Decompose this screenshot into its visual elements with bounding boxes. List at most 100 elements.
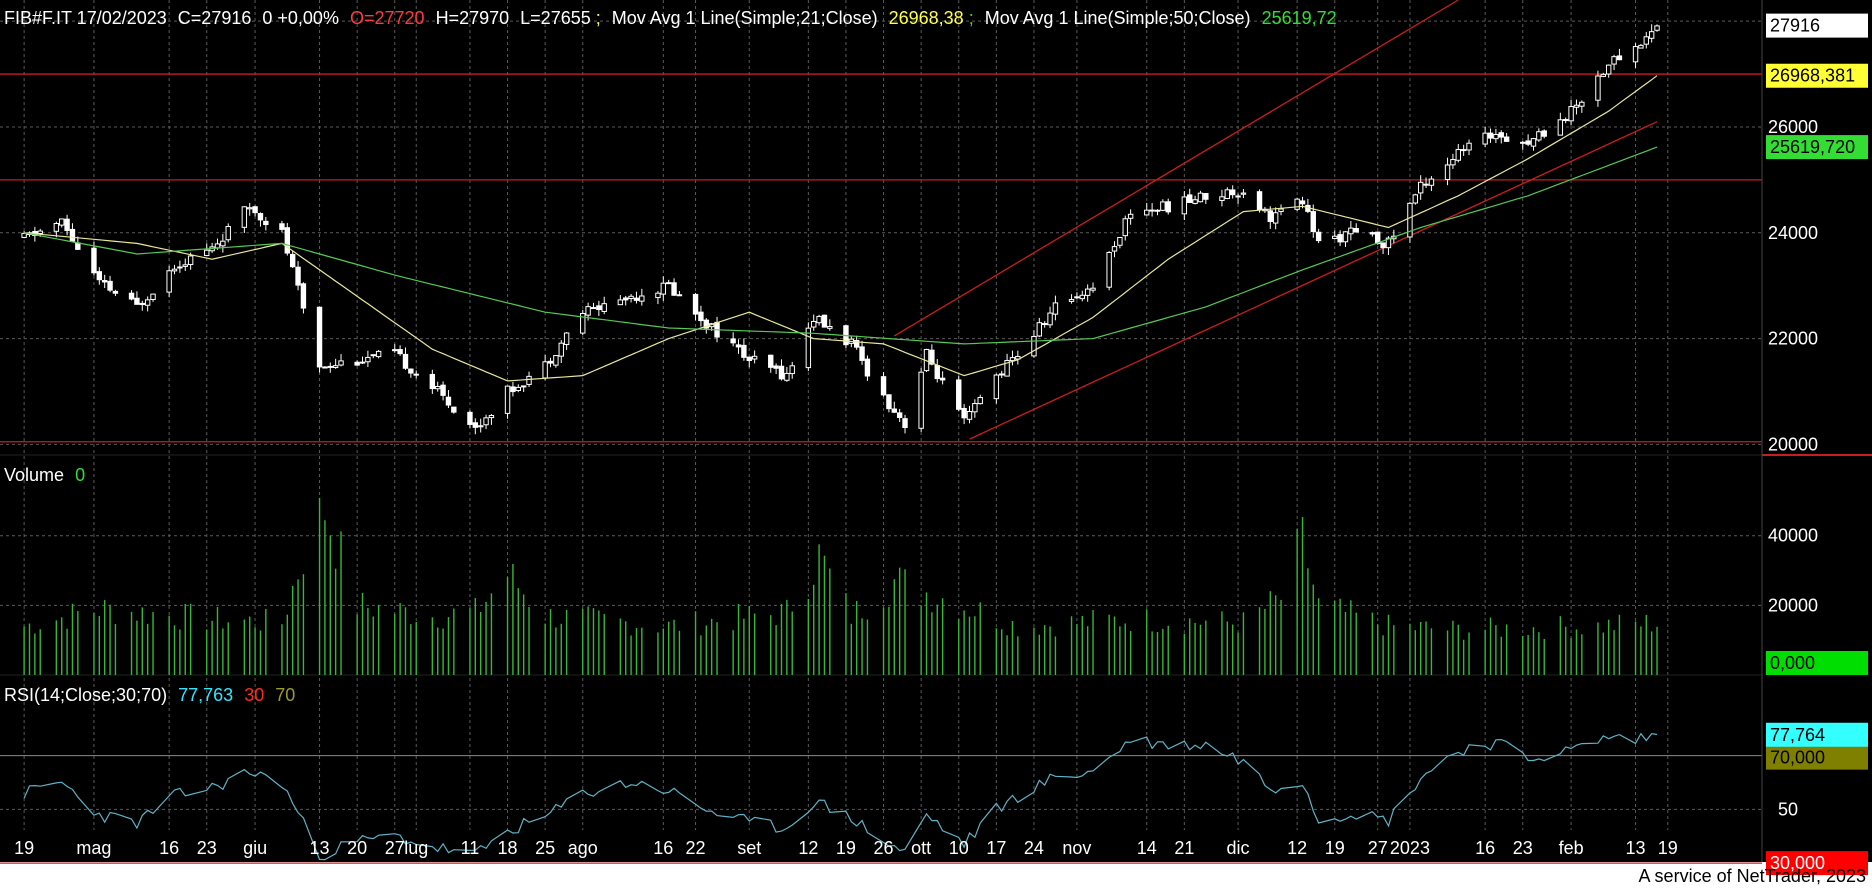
candle-body [1498,132,1504,138]
x-tick-label: 16 [1475,838,1495,858]
x-tick-label: 25 [535,838,555,858]
candle-body [1563,119,1569,122]
candle-body [75,242,81,250]
candle-body [1385,237,1392,249]
candle-body [977,396,983,405]
candle-body [961,407,967,419]
candle-body [665,282,672,285]
candle-body [1605,64,1612,75]
candle-body [526,375,532,385]
candle-body [1219,196,1225,201]
candle-body [187,255,194,266]
candle-body [1031,335,1037,357]
rsi-30-tag: 30,000 [1770,853,1825,873]
x-tick-label: giu [243,838,267,858]
candle-body [1466,142,1472,151]
candle-body [741,344,747,358]
candle-body [1084,288,1091,296]
candle-body [1267,210,1273,223]
x-tick-label: 27 [385,838,405,858]
candle-body [784,372,790,381]
candle-body [472,422,479,428]
candle-body [1149,209,1155,212]
candle-body [338,360,344,366]
candle-body [1004,360,1010,377]
candle-body [171,268,178,272]
trend-line [969,121,1658,440]
last-price-tag-bg [1766,13,1868,38]
candle-body [1342,231,1349,243]
candle-body [1315,231,1322,242]
candle-body [617,299,624,306]
candle-body [902,418,908,429]
candle-body [1412,194,1419,204]
candle-body [128,292,135,300]
candle-body [1455,149,1461,161]
volume-header: Volume 0 [4,465,85,485]
candle-body [1111,246,1118,252]
candle-body [1224,189,1231,199]
candle-body [300,283,307,309]
candle-body [408,368,414,374]
candle-body [558,342,564,357]
candle-body [510,386,516,393]
candle-body [96,271,103,281]
candle-body [37,230,43,235]
candle-body [1632,46,1639,63]
x-tick-label: 24 [1024,838,1044,858]
x-tick-label: 12 [798,838,818,858]
candle-body [257,213,264,221]
candle-body [1423,183,1429,186]
candle-body [1530,138,1537,147]
candle-body [1117,236,1123,246]
x-tick-label: 13 [1626,838,1646,858]
candle-body [993,374,1000,400]
header-sep-2: ; [969,8,974,28]
candle-body [166,270,172,293]
candle-body [327,365,333,368]
candle-body [225,225,231,241]
candle-body [220,240,226,247]
candle-body [1278,208,1284,212]
candle-body [1310,211,1316,233]
candle-body [735,344,742,348]
x-tick-label: 13 [310,838,330,858]
candle-body [1197,192,1204,203]
header-open: O=27720 [350,8,425,28]
x-tick-label: 19 [1325,838,1345,858]
candle-body [204,249,210,257]
volume-last-tag: 0,000 [1770,653,1815,673]
candle-body [972,403,978,413]
plot-background [0,0,1762,862]
footer-background [0,862,1872,888]
price-tick-label: 22000 [1768,329,1818,349]
x-tick-label: 16 [653,838,673,858]
candle-body [1272,212,1279,224]
chart-header: FIB#F.IT 17/02/2023 C=27916 0 +0,00% O=2… [4,8,1337,28]
candle-body [1348,227,1354,235]
candle-body [1611,56,1617,65]
price-tick-label: 24000 [1768,223,1818,243]
candle-body [451,406,457,413]
last-price-tag: 27916 [1770,16,1820,36]
candle-body [1294,198,1300,210]
candle-body [698,311,704,322]
candle-body [811,320,817,328]
candle-body [1106,251,1112,288]
candle-body [1079,294,1085,300]
header-sep-1: ; [596,8,601,28]
ma21-tag-bg [1766,63,1868,88]
candle-body [1144,209,1150,216]
x-tick-label: set [737,838,761,858]
candle-body [703,319,709,329]
candle-body [1444,164,1451,181]
rsi-70-tag: 70,000 [1770,748,1825,768]
candle-body [107,280,113,291]
candle-body [1654,25,1660,31]
axis-labels: 19 mag 16 23 giu 13 20 27 lug 11 18 25 ago 16 22 set 12 1… [14,117,1818,858]
candle-body [966,411,973,420]
candle-body [21,232,27,238]
rsi-last-tag: 77,764 [1770,725,1825,745]
rsi-header-value: 77,763 [178,685,233,705]
candle-body [628,295,634,300]
